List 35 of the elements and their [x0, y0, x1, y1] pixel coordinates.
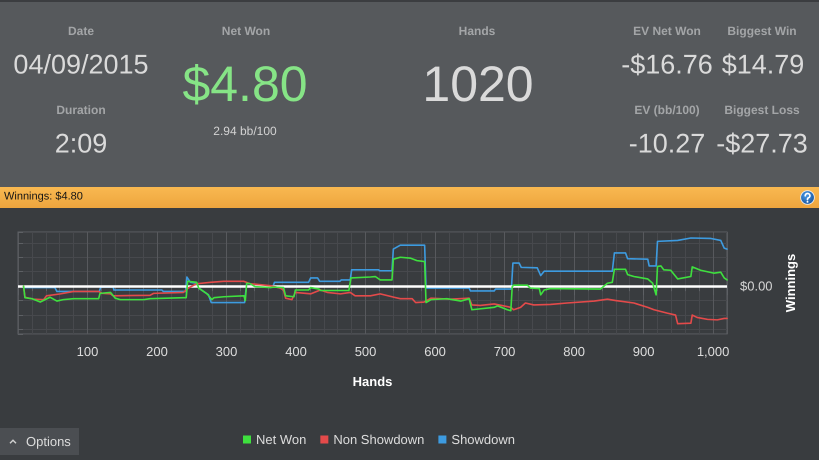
- text: Biggest Loss: [724, 103, 800, 117]
- options-button: Options: [0, 428, 79, 455]
- text: 2:09: [54, 128, 108, 158]
- x-tick-label: 400: [285, 344, 307, 359]
- x-tick-label: 100: [76, 344, 98, 359]
- text: -$27.73: [716, 128, 808, 158]
- text: EV Net Won: [633, 24, 701, 38]
- legend-label: Showdown: [451, 432, 516, 447]
- text: $4.80: [182, 56, 308, 112]
- x-tick-label: 800: [563, 344, 585, 359]
- x-tick-label: 900: [632, 344, 654, 359]
- x-tick-label: 1,000: [696, 344, 730, 359]
- text: 04/09/2015: [13, 50, 149, 80]
- x-axis-title: Hands: [352, 374, 392, 389]
- x-tick-label: 700: [494, 344, 516, 359]
- text: 2.94 bb/100: [213, 124, 277, 138]
- text: Biggest Win: [727, 24, 797, 38]
- text: -10.27: [628, 128, 706, 158]
- text: EV (bb/100): [634, 103, 700, 117]
- text: Date: [68, 24, 94, 38]
- text: Duration: [56, 103, 106, 117]
- ref-line-label: $0.00: [740, 278, 773, 294]
- text: $14.79: [722, 50, 804, 80]
- chart-title: Winnings: $4.80: [4, 190, 83, 202]
- text: Hands: [458, 24, 496, 38]
- x-tick-label: 200: [146, 344, 168, 359]
- legend-label: Non Showdown: [333, 432, 424, 447]
- y-axis-title: Winnings: [783, 254, 798, 312]
- text: -$16.76: [621, 50, 713, 80]
- x-tick-label: 500: [354, 344, 376, 359]
- x-tick-label: 300: [216, 344, 238, 359]
- x-tick-label: 600: [424, 344, 446, 359]
- text: Net Won: [222, 24, 270, 38]
- legend-label: Net Won: [256, 432, 306, 447]
- text: 1020: [422, 56, 534, 112]
